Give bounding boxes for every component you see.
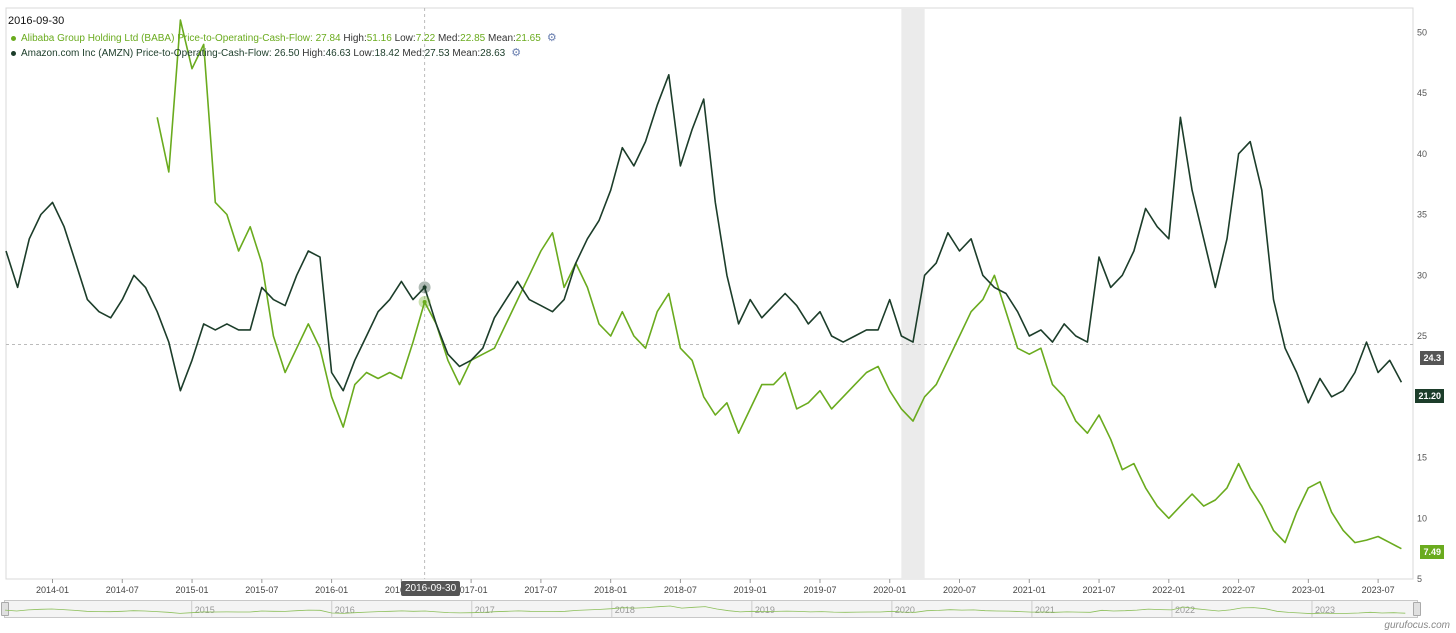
navigator-year-label: 2015 xyxy=(195,605,215,615)
legend-baba-value: 27.84 xyxy=(315,33,341,44)
crosshair-date-tag: 2016-09-30 xyxy=(401,581,461,596)
legend: 2016-09-30 Alibaba Group Holding Ltd (BA… xyxy=(8,14,557,61)
navigator-year-label: 2022 xyxy=(1175,605,1195,615)
x-tick-label: 2023-07 xyxy=(1362,585,1395,595)
navigator-year-label: 2023 xyxy=(1315,605,1335,615)
x-tick-label: 2017-07 xyxy=(524,585,557,595)
navigator-left-handle[interactable] xyxy=(1,602,9,616)
x-tick-label: 2014-01 xyxy=(36,585,69,595)
legend-row-amzn: Amazon.com Inc (AMZN) Price-to-Operating… xyxy=(8,46,557,61)
legend-baba-high-label: High: xyxy=(343,33,367,44)
legend-row-baba: Alibaba Group Holding Ltd (BABA) Price-t… xyxy=(8,31,557,46)
y-tick-label: 35 xyxy=(1417,210,1427,220)
navigator-year-label: 2017 xyxy=(475,605,495,615)
hover-dot-amzn xyxy=(422,285,427,290)
series-line-amzn xyxy=(5,74,1403,404)
x-tick-label: 2019-07 xyxy=(803,585,836,595)
legend-amzn-low: 18.42 xyxy=(374,48,400,59)
x-tick-label: 2019-01 xyxy=(734,585,767,595)
x-tick-label: 2017-01 xyxy=(455,585,488,595)
x-tick-label: 2020-01 xyxy=(873,585,906,595)
legend-amzn-high-label: High: xyxy=(302,48,326,59)
legend-amzn-high: 46.63 xyxy=(325,48,351,59)
baba-last-tag: 7.49 xyxy=(1420,545,1444,559)
y-tick-label: 40 xyxy=(1417,149,1427,159)
range-navigator[interactable]: 2015 2016 2017 2018 2019 2020 2021 2022 2023 xyxy=(1,600,1421,618)
y-tick-label: 5 xyxy=(1417,574,1422,584)
legend-amzn-low-label: Low: xyxy=(353,48,375,59)
navigator-year-label: 2016 xyxy=(335,605,355,615)
legend-baba-mean: 21.65 xyxy=(515,33,541,44)
y-tick-label: 30 xyxy=(1417,270,1427,280)
x-tick-label: 2021-01 xyxy=(1013,585,1046,595)
crosshair-value-tag: 24.3 xyxy=(1420,351,1444,365)
legend-baba-low: 7.22 xyxy=(415,33,436,44)
x-tick-label: 2020-07 xyxy=(943,585,976,595)
legend-baba-med-label: Med: xyxy=(437,33,461,44)
y-tick-label: 45 xyxy=(1417,88,1427,98)
amzn-dot-icon xyxy=(11,51,16,56)
gear-icon[interactable]: ⚙ xyxy=(546,32,557,44)
hover-dot-baba xyxy=(422,300,427,305)
navigator-mini-chart: 2015 2016 2017 2018 2019 2020 2021 2022 2023 xyxy=(5,601,1406,617)
legend-baba-low-label: Low: xyxy=(394,33,416,44)
legend-amzn-name: Amazon.com Inc (AMZN) Price-to-Operating… xyxy=(21,48,272,59)
x-tick-label: 2018-07 xyxy=(664,585,697,595)
navigator-right-handle[interactable] xyxy=(1413,602,1421,616)
x-tick-label: 2023-01 xyxy=(1292,585,1325,595)
navigator-year-label: 2020 xyxy=(895,605,915,615)
amzn-last-tag: 21.20 xyxy=(1415,389,1444,403)
legend-baba-mean-label: Mean: xyxy=(487,33,516,44)
plot-frame xyxy=(5,7,1414,580)
navigator-year-label: 2019 xyxy=(755,605,775,615)
legend-amzn-mean-label: Mean: xyxy=(452,48,481,59)
shaded-band xyxy=(901,8,925,579)
legend-amzn-med: 27.53 xyxy=(424,48,450,59)
x-tick-label: 2014-07 xyxy=(106,585,139,595)
x-tick-label: 2021-07 xyxy=(1083,585,1116,595)
navigator-year-label: 2018 xyxy=(615,605,635,615)
x-tick-label: 2022-01 xyxy=(1152,585,1185,595)
legend-baba-high: 51.16 xyxy=(366,33,392,44)
y-tick-label: 15 xyxy=(1417,453,1427,463)
navigator-year-label: 2021 xyxy=(1035,605,1055,615)
legend-amzn-mean: 28.63 xyxy=(480,48,506,59)
legend-amzn-med-label: Med: xyxy=(402,48,425,59)
y-tick-label: 50 xyxy=(1417,27,1427,37)
footer-watermark: gurufocus.com xyxy=(1384,620,1450,631)
x-tick-label: 2022-07 xyxy=(1222,585,1255,595)
gear-icon[interactable]: ⚙ xyxy=(511,47,522,59)
navigator-series-line xyxy=(5,605,1406,615)
x-tick-label: 2015-01 xyxy=(176,585,209,595)
series-line-baba xyxy=(156,19,1402,550)
x-tick-label: 2018-01 xyxy=(594,585,627,595)
x-tick-label: 2016-01 xyxy=(315,585,348,595)
y-tick-label: 10 xyxy=(1417,513,1427,523)
legend-baba-name: Alibaba Group Holding Ltd (BABA) Price-t… xyxy=(21,33,313,44)
x-tick-label: 2015-07 xyxy=(245,585,278,595)
legend-amzn-value: 26.50 xyxy=(274,48,300,59)
legend-date: 2016-09-30 xyxy=(8,15,65,27)
y-tick-label: 25 xyxy=(1417,331,1427,341)
legend-baba-med: 22.85 xyxy=(460,33,486,44)
baba-dot-icon xyxy=(11,36,16,41)
